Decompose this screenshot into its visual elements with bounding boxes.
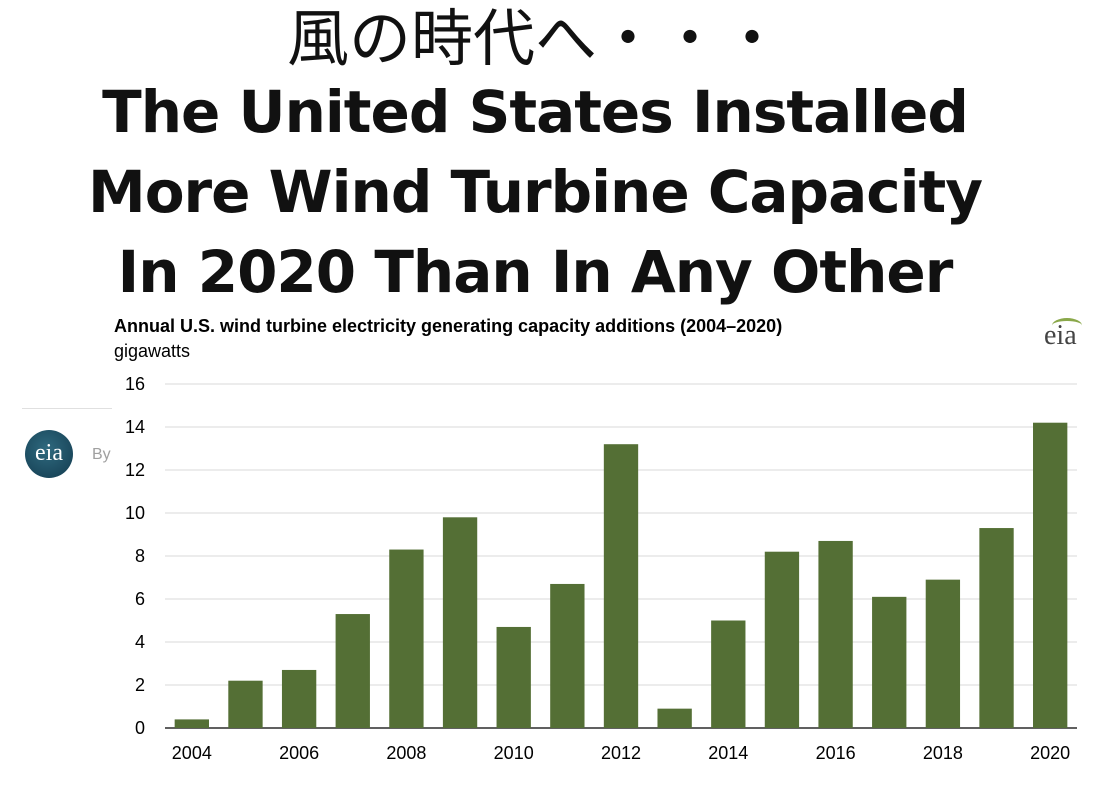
bar-2015 bbox=[764, 551, 800, 728]
x-tick-label: 2018 bbox=[923, 743, 963, 763]
x-tick-label: 2010 bbox=[494, 743, 534, 763]
y-axis-ticks: 0 2 4 6 8 10 12 14 16 bbox=[125, 374, 145, 738]
bar-2007 bbox=[335, 614, 370, 728]
background-divider bbox=[22, 408, 112, 409]
y-tick-label: 4 bbox=[135, 632, 145, 652]
x-tick-label: 2016 bbox=[816, 743, 856, 763]
eia-logo: eia bbox=[1044, 320, 1077, 351]
y-tick-label: 8 bbox=[135, 546, 145, 566]
bar-2011 bbox=[550, 583, 585, 728]
bar-2019 bbox=[979, 528, 1014, 728]
y-tick-label: 10 bbox=[125, 503, 145, 523]
headline-line-3: In 2020 Than In Any Other bbox=[117, 238, 954, 306]
eia-avatar-logo: eia bbox=[25, 430, 73, 478]
y-tick-label: 14 bbox=[125, 417, 145, 437]
y-tick-label: 16 bbox=[125, 374, 145, 394]
bar-2006 bbox=[281, 669, 317, 728]
headline-line-2: More Wind Turbine Capacity bbox=[87, 158, 983, 226]
chart-title: Annual U.S. wind turbine electricity gen… bbox=[114, 316, 783, 336]
bars bbox=[174, 422, 1068, 728]
bar-2005 bbox=[228, 680, 263, 728]
bar-2013 bbox=[657, 708, 692, 728]
x-tick-label: 2012 bbox=[601, 743, 641, 763]
x-tick-label: 2006 bbox=[279, 743, 319, 763]
x-tick-label: 2020 bbox=[1030, 743, 1070, 763]
bar-2012 bbox=[603, 444, 639, 728]
bar-2018 bbox=[925, 579, 961, 728]
eia-logo-arc bbox=[1052, 318, 1082, 333]
japanese-title: 風の時代へ・・・ bbox=[286, 2, 783, 75]
y-tick-label: 6 bbox=[135, 589, 145, 609]
headline-line-1: The United States Installed bbox=[102, 78, 969, 146]
y-tick-label: 12 bbox=[125, 460, 145, 480]
bar-2008 bbox=[389, 549, 424, 728]
x-tick-label: 2014 bbox=[708, 743, 748, 763]
x-tick-label: 2004 bbox=[172, 743, 212, 763]
y-tick-label: 0 bbox=[135, 718, 145, 738]
bar-2017 bbox=[872, 596, 907, 728]
byline-fragment: By bbox=[92, 446, 111, 463]
x-axis-ticks: 2004 2006 2008 2010 2012 2014 2016 2018 2020 bbox=[172, 743, 1070, 763]
bar-2016 bbox=[818, 540, 853, 728]
bar-2014 bbox=[711, 620, 746, 728]
chart-unit-label: gigawatts bbox=[114, 341, 191, 361]
x-tick-label: 2008 bbox=[386, 743, 426, 763]
headline: The United States Installed More Wind Tu… bbox=[0, 72, 1070, 312]
bar-2020 bbox=[1033, 422, 1068, 728]
bar-2010 bbox=[496, 626, 531, 728]
bar-2004 bbox=[174, 719, 209, 728]
y-tick-label: 2 bbox=[135, 675, 145, 695]
bar-2009 bbox=[442, 517, 478, 728]
